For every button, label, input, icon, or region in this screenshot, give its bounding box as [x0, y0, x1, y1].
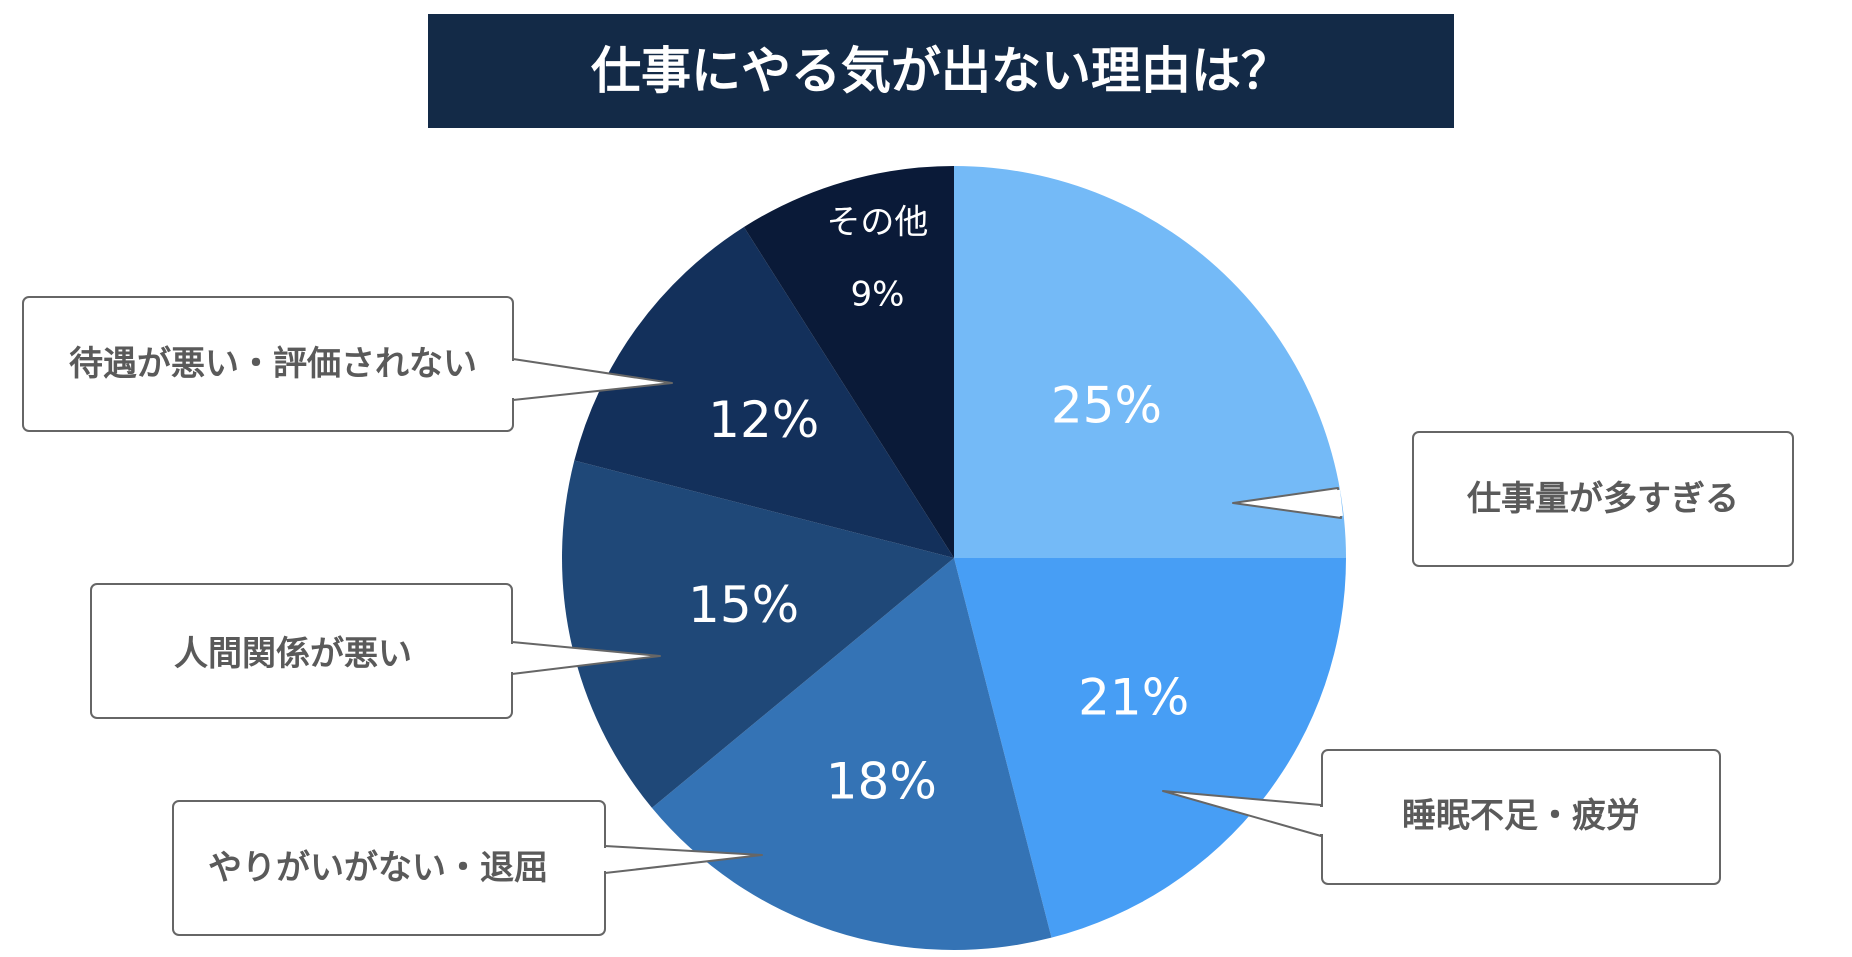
callout-label-no-purpose: やりがいがない・退屈: [208, 848, 548, 888]
callout-overwork: 仕事量が多すぎる: [1232, 431, 1794, 567]
pie-slice-relationships: [561, 460, 954, 808]
callout-label-treatment: 待遇が悪い・評価されない: [69, 344, 477, 384]
pie-slice-treatment: [574, 227, 954, 559]
callout-label-relationships: 人間関係が悪い: [174, 634, 412, 674]
callout-box-overwork: [1412, 431, 1794, 567]
pie-slice-sleep-fatigue: [954, 558, 1346, 938]
callout-label-overwork: 仕事量が多すぎる: [1467, 479, 1739, 519]
title-banner: [428, 14, 1454, 128]
callout-sleep-fatigue: 睡眠不足・疲労: [1162, 749, 1721, 885]
chart-title: 仕事にやる気が出ない理由は？: [591, 42, 1291, 100]
slice-value-label-other: 9%: [850, 274, 904, 314]
slice-value-label-treatment: 12%: [708, 391, 819, 449]
slice-value-label-sleep-fatigue: 21%: [1078, 668, 1189, 726]
pie-slice-other: [743, 166, 954, 558]
pie-slice-no-purpose: [651, 558, 1052, 950]
slice-category-label-other: その他: [826, 202, 928, 242]
callout-seam: [1336, 489, 1343, 517]
callout-label-sleep-fatigue: 睡眠不足・疲労: [1402, 796, 1640, 836]
callout-treatment: 待遇が悪い・評価されない: [22, 296, 673, 432]
callout-no-purpose: やりがいがない・退屈: [172, 800, 763, 936]
pie-slice-overwork: [954, 166, 1346, 558]
slice-value-label-relationships: 15%: [688, 576, 799, 634]
slice-value-label-overwork: 25%: [1051, 377, 1162, 435]
slice-labels: 25% 21% 18% 15% 12% その他 9%: [688, 202, 1189, 810]
pie-slices: [561, 166, 1346, 950]
slice-value-label-no-purpose: 18%: [826, 753, 937, 811]
callout-relationships: 人間関係が悪い: [90, 583, 661, 719]
